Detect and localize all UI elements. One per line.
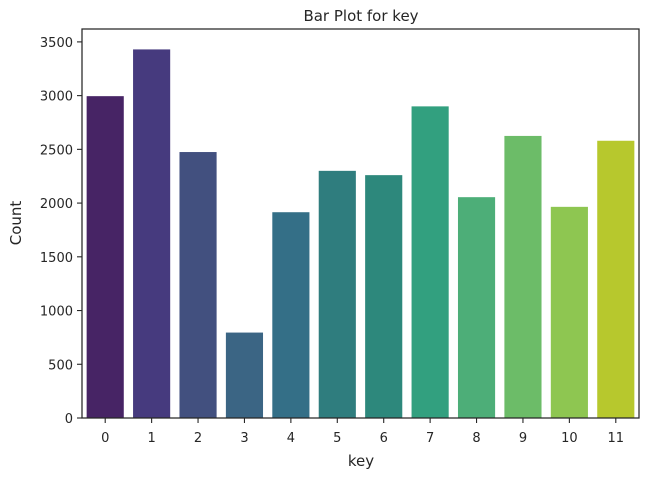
x-axis: 0 1 2 3 4 5 6 7 8 9 10 11 (101, 418, 624, 446)
x-tick-label: 2 (194, 431, 202, 446)
x-tick-label: 7 (426, 431, 434, 446)
bar-11 (597, 140, 635, 419)
x-tick-label: 1 (147, 431, 155, 446)
bar-6 (365, 175, 403, 418)
y-tick-label: 3000 (40, 90, 73, 105)
y-tick-label: 1000 (40, 305, 73, 320)
bar-0 (86, 96, 124, 418)
y-axis: 0 500 1000 1500 2000 2500 3000 3500 (40, 36, 82, 427)
bar-7 (411, 106, 449, 418)
bar-5 (318, 170, 356, 418)
x-tick-label: 11 (608, 431, 625, 446)
bar-3 (225, 332, 264, 418)
bar-10 (550, 206, 588, 418)
x-tick-label: 0 (101, 431, 109, 446)
bar-9 (504, 135, 542, 418)
bar-8 (457, 197, 496, 418)
x-axis-label: key (348, 452, 374, 470)
y-tick-label: 0 (65, 412, 73, 427)
bars-group (86, 49, 635, 419)
x-tick-label: 9 (519, 431, 527, 446)
y-tick-label: 1500 (40, 251, 73, 266)
x-tick-label: 6 (380, 431, 388, 446)
y-axis-label: Count (7, 201, 25, 246)
x-tick-label: 5 (333, 431, 341, 446)
y-tick-label: 3500 (40, 36, 73, 51)
bar-4 (272, 212, 310, 418)
x-tick-label: 10 (561, 431, 578, 446)
x-tick-label: 8 (472, 431, 480, 446)
chart-title: Bar Plot for key (303, 7, 418, 25)
y-tick-label: 500 (48, 358, 73, 373)
y-tick-label: 2000 (40, 197, 73, 212)
bar-1 (133, 49, 171, 419)
x-tick-label: 4 (287, 431, 295, 446)
y-tick-label: 2500 (40, 143, 73, 158)
plot-frame (81, 28, 640, 419)
bar-2 (179, 152, 217, 419)
x-tick-label: 3 (240, 431, 248, 446)
